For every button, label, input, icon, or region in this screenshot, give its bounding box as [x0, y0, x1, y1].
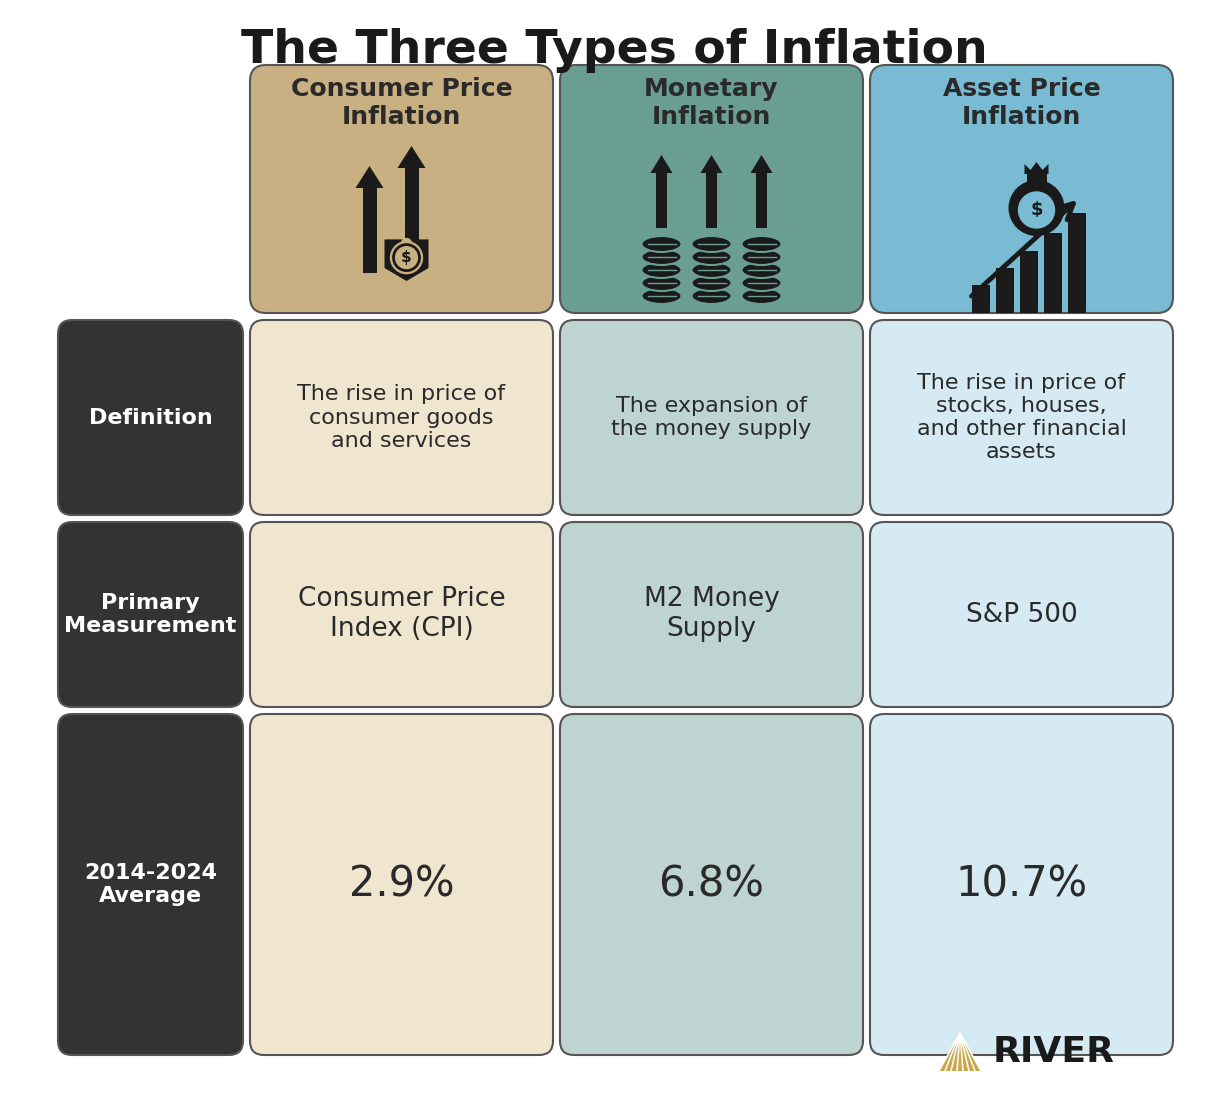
Circle shape	[402, 238, 411, 248]
FancyBboxPatch shape	[251, 715, 553, 1055]
Text: S&P 500: S&P 500	[965, 601, 1077, 628]
Bar	[1027, 174, 1046, 188]
Bar	[706, 173, 717, 228]
FancyBboxPatch shape	[869, 321, 1173, 515]
Ellipse shape	[742, 275, 781, 290]
FancyBboxPatch shape	[251, 321, 553, 515]
FancyBboxPatch shape	[58, 321, 243, 515]
Ellipse shape	[691, 236, 732, 252]
FancyBboxPatch shape	[560, 65, 863, 313]
Text: The rise in price of
consumer goods
and services: The rise in price of consumer goods and …	[297, 384, 506, 451]
Polygon shape	[651, 155, 673, 173]
Text: Primary
Measurement: Primary Measurement	[64, 593, 237, 637]
FancyBboxPatch shape	[560, 715, 863, 1055]
Text: The expansion of
the money supply: The expansion of the money supply	[612, 396, 812, 440]
Ellipse shape	[691, 275, 732, 290]
Ellipse shape	[742, 249, 781, 265]
Polygon shape	[1024, 162, 1049, 174]
Ellipse shape	[742, 288, 781, 304]
Circle shape	[1018, 193, 1055, 228]
Bar	[362, 188, 377, 273]
Ellipse shape	[641, 262, 682, 278]
Text: 2014-2024
Average: 2014-2024 Average	[84, 863, 217, 906]
Ellipse shape	[742, 236, 781, 252]
Text: M2 Money
Supply: M2 Money Supply	[643, 587, 780, 642]
Text: Monetary
Inflation: Monetary Inflation	[645, 77, 779, 129]
FancyBboxPatch shape	[58, 522, 243, 707]
FancyBboxPatch shape	[869, 522, 1173, 707]
Ellipse shape	[742, 262, 781, 278]
Polygon shape	[750, 155, 772, 173]
FancyBboxPatch shape	[251, 522, 553, 707]
Text: Asset Price
Inflation: Asset Price Inflation	[943, 77, 1100, 129]
Bar	[1067, 213, 1086, 313]
FancyBboxPatch shape	[869, 715, 1173, 1055]
Ellipse shape	[691, 262, 732, 278]
Ellipse shape	[691, 288, 732, 304]
Text: 6.8%: 6.8%	[658, 864, 765, 906]
Bar	[404, 168, 419, 273]
Text: The Three Types of Inflation: The Three Types of Inflation	[241, 28, 987, 73]
Polygon shape	[355, 166, 383, 188]
Bar	[996, 268, 1013, 313]
FancyBboxPatch shape	[560, 522, 863, 707]
Text: $: $	[402, 250, 411, 265]
Text: 2.9%: 2.9%	[349, 864, 454, 906]
FancyBboxPatch shape	[869, 65, 1173, 313]
Ellipse shape	[641, 236, 682, 252]
Ellipse shape	[641, 288, 682, 304]
Polygon shape	[384, 239, 429, 280]
Text: The rise in price of
stocks, houses,
and other financial
assets: The rise in price of stocks, houses, and…	[916, 373, 1126, 462]
Bar	[1019, 252, 1038, 313]
Bar	[971, 285, 990, 313]
Text: Consumer Price
Index (CPI): Consumer Price Index (CPI)	[297, 587, 505, 642]
Ellipse shape	[641, 275, 682, 290]
FancyBboxPatch shape	[58, 715, 243, 1055]
Bar	[656, 173, 667, 228]
Bar	[756, 173, 768, 228]
Text: Consumer Price
Inflation: Consumer Price Inflation	[291, 77, 512, 129]
Circle shape	[1008, 180, 1065, 236]
Circle shape	[391, 242, 422, 274]
FancyBboxPatch shape	[560, 321, 863, 515]
Text: RIVER: RIVER	[993, 1035, 1115, 1068]
Polygon shape	[700, 155, 722, 173]
Ellipse shape	[691, 249, 732, 265]
Polygon shape	[398, 146, 425, 168]
Polygon shape	[939, 1033, 981, 1071]
Text: 10.7%: 10.7%	[955, 864, 1088, 906]
FancyBboxPatch shape	[251, 65, 553, 313]
Bar	[1044, 233, 1061, 313]
Text: Definition: Definition	[88, 407, 212, 427]
Text: $: $	[1030, 201, 1043, 219]
Ellipse shape	[641, 249, 682, 265]
